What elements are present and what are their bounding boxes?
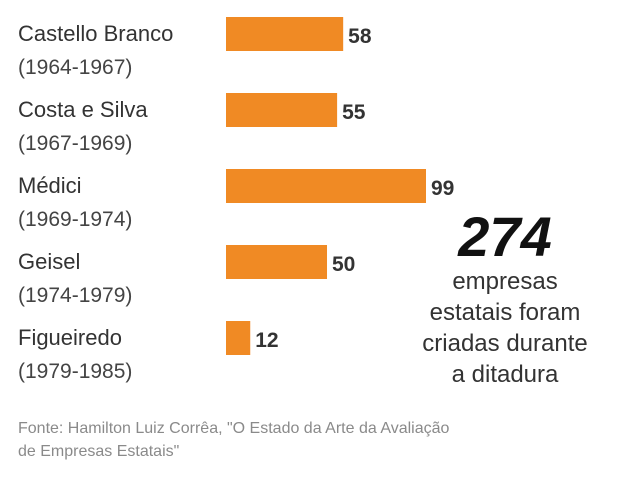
category-period: (1969-1974) [18, 208, 132, 231]
callout-number: 274 [457, 205, 551, 268]
bar-value-label: 50 [332, 253, 355, 276]
source-line-2: de Empresas Estatais" [18, 443, 179, 460]
callout-line-4: a ditadura [452, 361, 559, 388]
callout-line-2: estatais foram [430, 299, 581, 326]
category-period: (1979-1985) [18, 360, 132, 383]
bar [226, 17, 344, 51]
category-name: Castello Branco [18, 21, 173, 46]
bar-value-label: 55 [342, 101, 366, 124]
category-name: Geisel [18, 249, 80, 274]
category-name: Médici [18, 173, 82, 198]
bar-value-label: 58 [348, 25, 372, 48]
category-name: Costa e Silva [18, 97, 148, 122]
bar-value-label: 12 [255, 329, 278, 352]
bar-value-label: 99 [431, 177, 454, 200]
bar [226, 245, 328, 279]
callout: 274 empresas estatais foram criadas dura… [422, 205, 587, 388]
callout-line-3: criadas durante [422, 330, 587, 357]
source-line-1: Fonte: Hamilton Luiz Corrêa, "O Estado d… [18, 420, 450, 437]
category-name: Figueiredo [18, 325, 122, 350]
bar [226, 93, 338, 127]
category-period: (1967-1969) [18, 132, 132, 155]
category-period: (1964-1967) [18, 56, 132, 79]
category-period: (1974-1979) [18, 284, 132, 307]
bars-layer: 58 55 99 50 12 [226, 17, 454, 355]
category-labels: Castello Branco (1964-1967) Costa e Silva (… [18, 21, 173, 383]
bar [226, 321, 251, 355]
source-note: Fonte: Hamilton Luiz Corrêa, "O Estado d… [18, 420, 450, 460]
bar [226, 169, 426, 203]
callout-line-1: empresas [452, 268, 557, 295]
